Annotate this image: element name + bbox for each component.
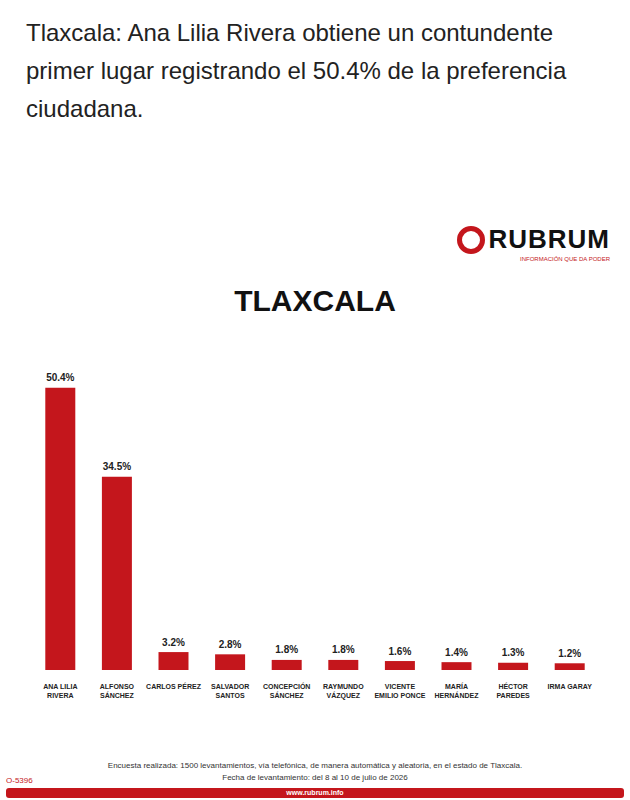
- svg-text:VÁZQUEZ: VÁZQUEZ: [327, 691, 361, 700]
- svg-text:RAYMUNDO: RAYMUNDO: [323, 683, 364, 690]
- html-text:Fecha de levantamiento: del 8: Fecha de levantamiento: del 8 al 10 de j…: [222, 773, 408, 782]
- svg-text:ANA LILIA: ANA LILIA: [43, 683, 77, 690]
- svg-text:IRMA GARAY: IRMA GARAY: [548, 683, 593, 690]
- html-text:O-5396: O-5396: [6, 776, 33, 785]
- svg-text:SÁNCHEZ: SÁNCHEZ: [100, 691, 135, 699]
- svg-text:1.8%: 1.8%: [332, 644, 355, 655]
- svg-text:HERNÁNDEZ: HERNÁNDEZ: [435, 691, 480, 699]
- svg-text:ALFONSO: ALFONSO: [100, 683, 135, 690]
- svg-text:50.4%: 50.4%: [46, 372, 74, 383]
- svg-text:CONCEPCIÓN: CONCEPCIÓN: [263, 682, 310, 690]
- svg-text:EMILIO PONCE: EMILIO PONCE: [374, 692, 425, 699]
- svg-text:PAREDES: PAREDES: [496, 692, 530, 699]
- html-text:www.rubrum.info: www.rubrum.info: [286, 789, 344, 796]
- svg-text:1.8%: 1.8%: [275, 644, 298, 655]
- html-text:RUBRUM: RUBRUM: [488, 224, 610, 254]
- svg-text:SÁNCHEZ: SÁNCHEZ: [270, 691, 305, 699]
- svg-text:SANTOS: SANTOS: [216, 692, 245, 699]
- svg-text:TLAXCALA: TLAXCALA: [234, 284, 396, 317]
- svg-text:2.8%: 2.8%: [219, 639, 242, 650]
- svg-text:1.4%: 1.4%: [445, 647, 468, 658]
- svg-text:CARLOS PÉREZ: CARLOS PÉREZ: [146, 682, 202, 690]
- html-text:Encuesta realizada: 1500 levan: Encuesta realizada: 1500 levantamientos,…: [107, 761, 523, 770]
- html-text:Tlaxcala: Ana Lilia Rivera obt: Tlaxcala: Ana Lilia Rivera obtiene un co…: [26, 19, 567, 122]
- svg-text:MARÍA: MARÍA: [445, 682, 468, 690]
- svg-text:HÉCTOR: HÉCTOR: [498, 682, 527, 690]
- svg-text:1.6%: 1.6%: [389, 646, 412, 657]
- svg-text:34.5%: 34.5%: [103, 461, 131, 472]
- svg-text:VICENTE: VICENTE: [385, 683, 416, 690]
- svg-text:1.3%: 1.3%: [502, 647, 525, 658]
- html-text:INFORMACIÓN QUE DA PODER: INFORMACIÓN QUE DA PODER: [520, 255, 610, 262]
- svg-text:3.2%: 3.2%: [162, 637, 185, 648]
- svg-text:RIVERA: RIVERA: [47, 692, 73, 699]
- svg-text:1.2%: 1.2%: [558, 648, 581, 659]
- svg-text:SALVADOR: SALVADOR: [211, 683, 249, 690]
